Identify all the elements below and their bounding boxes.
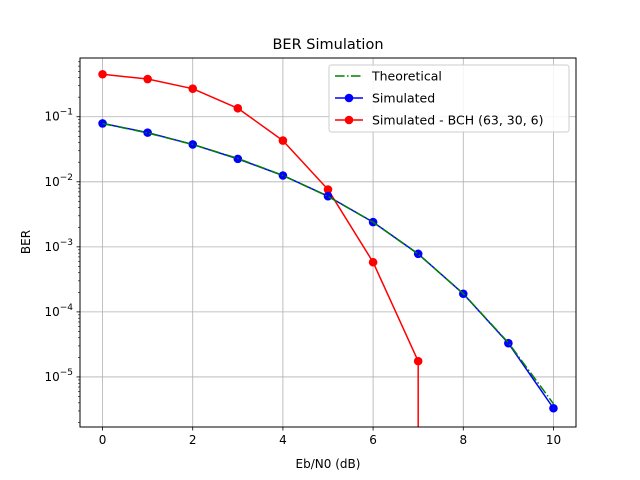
y-tick-label: 10−2	[44, 173, 73, 189]
y-tick-label: 10−3	[44, 238, 73, 254]
legend-marker	[344, 115, 354, 125]
x-tick-label: 8	[459, 433, 467, 447]
x-tick-label: 4	[279, 433, 287, 447]
y-tick-label: 10−5	[44, 368, 73, 384]
series-point	[368, 257, 378, 267]
series-line	[102, 122, 555, 405]
axis-ticks: 0 2 4 6 8 10 10−5 10−4 10−3 10−2 10−1	[44, 61, 561, 447]
legend-entry: Theoretical	[371, 69, 442, 84]
y-tick-label: 10−4	[44, 303, 73, 319]
series-point	[233, 103, 243, 113]
series-point	[549, 403, 558, 413]
x-axis-label: Eb/N0 (dB)	[296, 457, 361, 471]
series-point	[98, 69, 107, 79]
series-point	[413, 356, 423, 366]
series-point	[143, 74, 152, 84]
plot-series	[98, 69, 558, 427]
series-point	[188, 84, 198, 93]
series-point	[413, 249, 423, 259]
plot-frame	[79, 57, 577, 428]
legend-marker	[344, 93, 354, 103]
legend-box	[328, 64, 570, 133]
chart-title: BER Simulation	[272, 37, 383, 53]
x-tick-label: 6	[369, 433, 377, 447]
legend-entry: Simulated - BCH (63, 30, 6)	[372, 113, 544, 128]
x-tick-label: 0	[99, 433, 107, 447]
series-point	[98, 119, 107, 128]
y-tick-label: 10−1	[44, 108, 73, 124]
series-point	[323, 185, 333, 194]
legend-entry: Simulated	[372, 91, 435, 106]
legend: Theoretical Simulated Simulated - BCH (63,…	[328, 64, 570, 133]
series-point	[143, 128, 152, 137]
series-point	[278, 136, 288, 145]
series-point	[323, 191, 333, 201]
x-tick-label: 2	[189, 433, 197, 447]
y-axis-label: BER	[19, 230, 33, 254]
x-tick-label: 10	[546, 433, 561, 447]
